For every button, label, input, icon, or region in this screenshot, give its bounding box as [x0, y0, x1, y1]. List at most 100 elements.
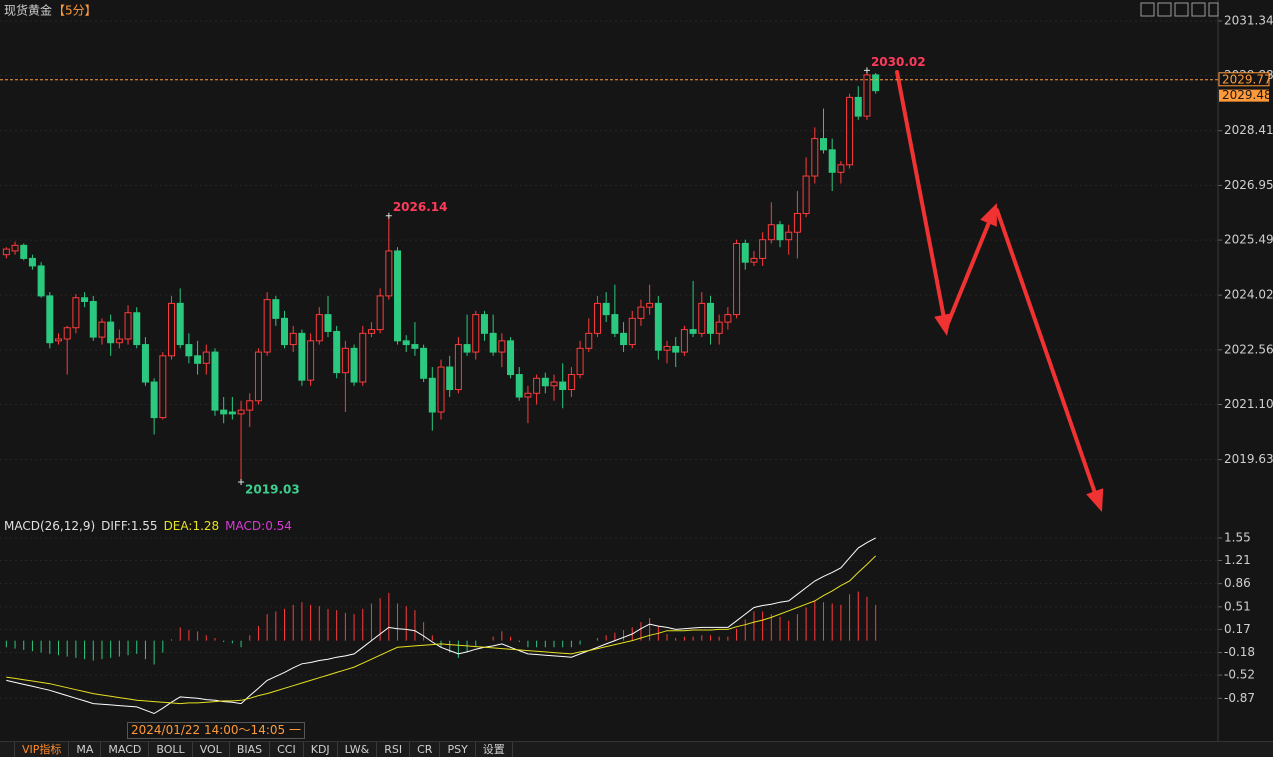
candle-body: [11, 244, 19, 252]
candle-body: [515, 374, 523, 398]
candle-body: [672, 345, 680, 353]
candle-body: [750, 257, 758, 263]
candle-body: [211, 351, 219, 411]
candle-body: [437, 366, 445, 413]
last-price-label: 2029.48: [1222, 88, 1272, 102]
indicator-tab[interactable]: PSY: [440, 742, 476, 757]
y-tick-label: 1.21: [1224, 553, 1251, 567]
y-tick-label: -0.52: [1224, 668, 1255, 682]
indicator-tab[interactable]: BIAS: [230, 742, 271, 757]
candle-body: [454, 344, 462, 391]
candle-body: [228, 411, 236, 415]
toolbar-button[interactable]: [1191, 2, 1206, 17]
candle-body: [698, 302, 706, 334]
candle-body: [411, 344, 419, 349]
candle-body: [767, 224, 775, 241]
candle-body: [341, 347, 349, 374]
price-line-box: [1218, 72, 1270, 87]
legend-name: DEA: [164, 519, 190, 533]
indicator-tab[interactable]: CR: [410, 742, 441, 757]
candle-body: [359, 332, 367, 383]
indicator-tab[interactable]: 设置: [476, 742, 513, 757]
candle-body: [46, 295, 54, 344]
legend-value: 1.28: [192, 519, 219, 533]
candle-body: [141, 344, 149, 383]
indicator-tab[interactable]: RSI: [377, 742, 411, 757]
candle-body: [724, 314, 732, 323]
candle-body: [37, 265, 45, 297]
candle-body: [567, 374, 575, 391]
candle-body: [541, 377, 549, 387]
candle-body: [63, 327, 71, 340]
legend-separator: :: [188, 519, 192, 533]
arrow-line: [944, 218, 992, 330]
toolbar-button[interactable]: [1208, 2, 1219, 17]
y-tick-label: -0.18: [1224, 645, 1255, 659]
toolbar-button[interactable]: [1157, 2, 1172, 17]
candle-body: [307, 340, 315, 381]
candle-body: [550, 381, 558, 387]
y-tick-label: 0.17: [1224, 622, 1251, 636]
candle-body: [863, 74, 871, 117]
indicator-tab[interactable]: MACD: [101, 742, 150, 757]
candle-body: [472, 314, 480, 353]
indicator-tab[interactable]: BOLL: [149, 742, 193, 757]
candle-body: [272, 299, 280, 319]
toolbar: [1140, 2, 1219, 17]
candle-body: [72, 297, 80, 329]
legend-separator: :: [127, 519, 131, 533]
candle-body: [324, 314, 332, 332]
indicator-tabs: VIP指标 MA MACD BOLL VOL BIAS CCI KDJ LW& RSI CR PSY 设…: [0, 741, 1273, 757]
legend-value: 1.55: [131, 519, 158, 533]
candle-body: [107, 321, 115, 344]
candle-body: [376, 295, 384, 331]
y-tick-label: 2024.02: [1224, 288, 1273, 302]
date-label: 2024/01/22 14:00～14:05 一: [127, 722, 305, 739]
candle-body: [802, 175, 810, 214]
candle-body: [168, 302, 176, 357]
candle-body: [533, 377, 541, 394]
legend-name: DIFF: [101, 519, 128, 533]
indicator-tab[interactable]: CCI: [270, 742, 304, 757]
toolbar-button[interactable]: [1174, 2, 1189, 17]
y-tick-label: -0.87: [1224, 691, 1255, 705]
candle-body: [133, 312, 141, 346]
indicator-tab[interactable]: VOL: [193, 742, 230, 757]
candle-body: [507, 340, 515, 376]
indicator-tab[interactable]: MA: [69, 742, 102, 757]
chart: 2031.342029.882028.412026.952025.492024.…: [0, 0, 1273, 741]
y-tick-label: 2031.34: [1224, 13, 1273, 27]
macd-title: MACD(26,12,9): [4, 519, 95, 533]
extreme-label: 2019.03: [245, 483, 300, 497]
candle-body: [837, 164, 845, 173]
candle-body: [420, 347, 428, 379]
toolbar-button[interactable]: [1140, 2, 1155, 17]
candle-body: [367, 329, 375, 334]
candle-body: [489, 332, 497, 353]
candle-body: [463, 344, 471, 353]
candle-body: [220, 409, 228, 415]
indicator-tab[interactable]: VIP指标: [14, 742, 70, 757]
candle-body: [611, 314, 619, 334]
candle-body: [150, 381, 158, 419]
indicator-tab[interactable]: LW&: [338, 742, 378, 757]
y-tick-label: 2021.10: [1224, 397, 1273, 411]
candle-body: [524, 392, 532, 398]
candle-body: [350, 347, 358, 383]
candle-body: [480, 314, 488, 334]
candle-body: [333, 330, 341, 374]
indicator-tab[interactable]: KDJ: [304, 742, 338, 757]
extreme-label: 2030.02: [871, 55, 926, 69]
candle-body: [159, 355, 167, 419]
candle-body: [759, 239, 767, 259]
candle-body: [872, 74, 880, 92]
candle-body: [637, 306, 645, 319]
candle-body: [741, 242, 749, 263]
extreme-marker: [863, 67, 870, 74]
candle-body: [81, 297, 89, 303]
candle-body: [706, 302, 714, 334]
candle-body: [89, 301, 97, 338]
y-tick-label: 2019.63: [1224, 452, 1273, 466]
candle-body: [498, 340, 506, 353]
